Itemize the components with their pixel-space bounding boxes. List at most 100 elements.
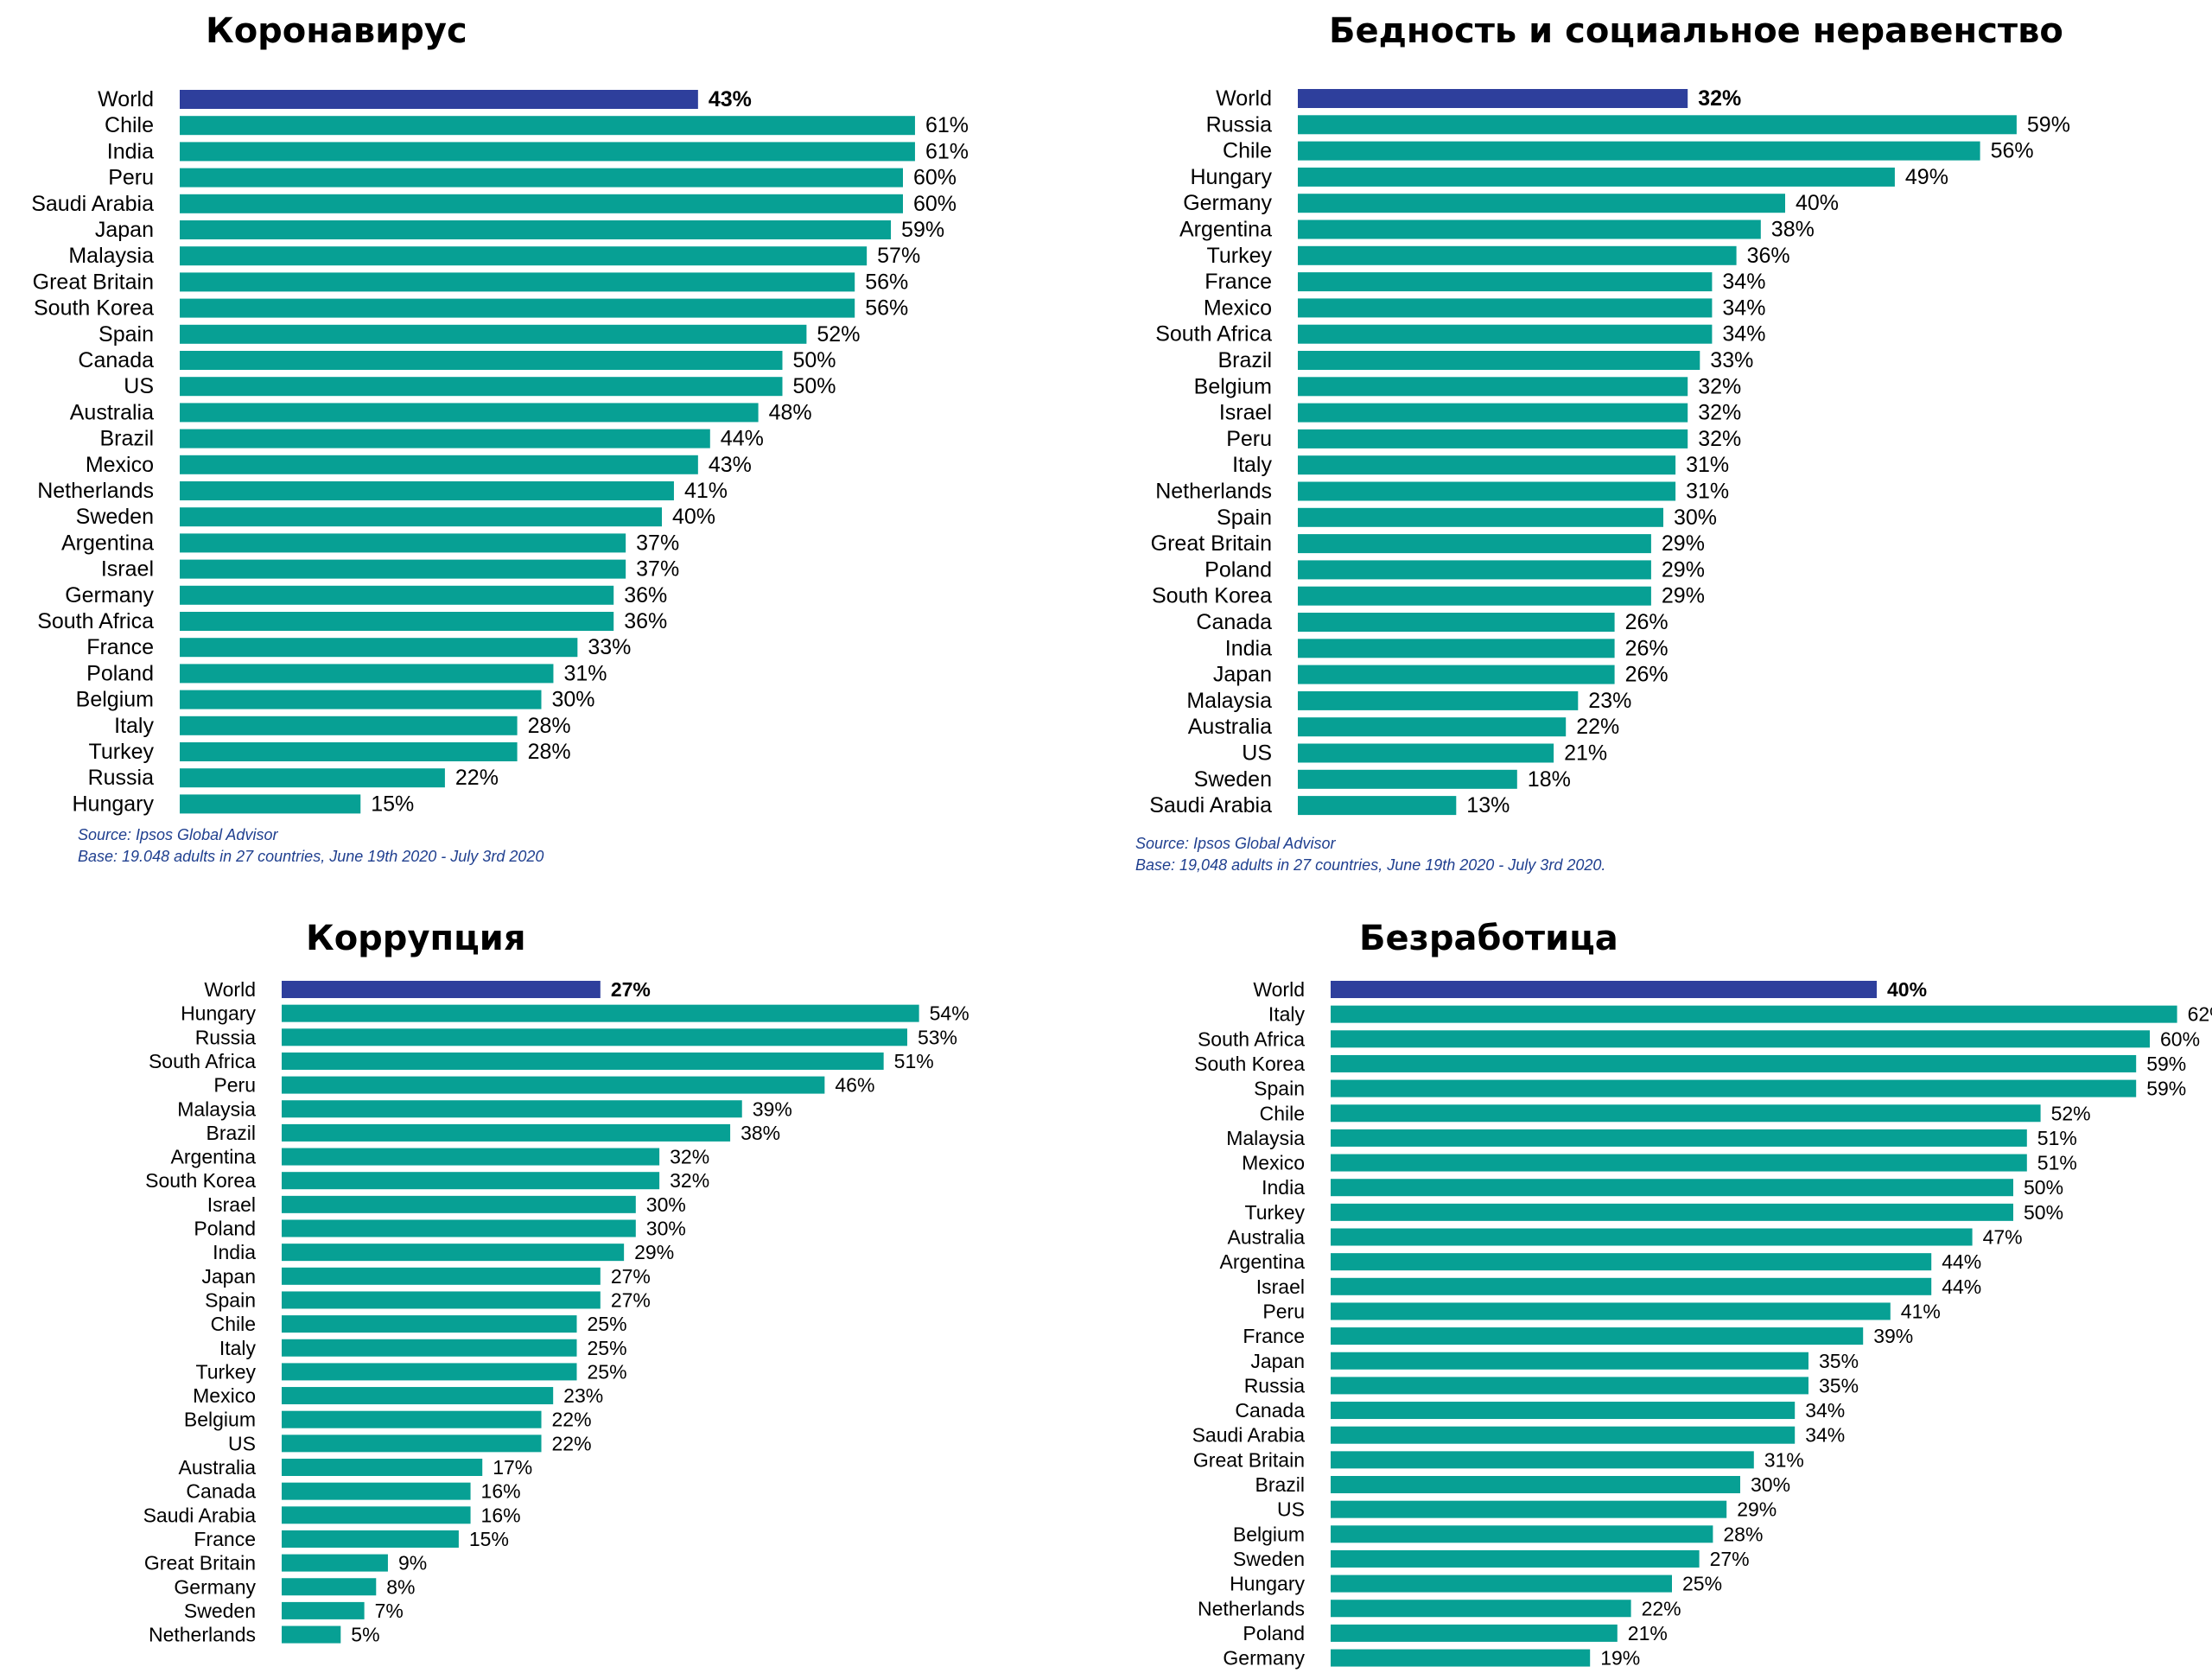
country-bar bbox=[180, 585, 614, 605]
country-bar bbox=[1331, 1549, 1700, 1568]
value-label: 27% bbox=[611, 1265, 651, 1288]
value-label: 29% bbox=[1662, 584, 1705, 608]
category-label: Italy bbox=[114, 714, 154, 738]
country-bar bbox=[1331, 1203, 2013, 1221]
value-label: 50% bbox=[2024, 1176, 2063, 1199]
country-bar bbox=[282, 1339, 577, 1357]
category-label: Israel bbox=[1219, 401, 1272, 425]
value-label: 51% bbox=[2037, 1127, 2077, 1149]
value-label: 30% bbox=[552, 688, 595, 712]
bar-chart-coronavirus: World 43% Chile 61% India 61% Peru 60% Saudi Ara… bbox=[31, 87, 969, 816]
country-bar bbox=[1331, 1352, 1808, 1370]
category-label: South Africa bbox=[37, 609, 154, 633]
country-bar bbox=[1331, 1500, 1727, 1518]
category-label: South Africa bbox=[1155, 322, 1272, 347]
country-bar bbox=[282, 1363, 577, 1381]
category-label: Mexico bbox=[86, 453, 154, 477]
category-label: Spain bbox=[205, 1288, 256, 1311]
category-label: Japan bbox=[95, 218, 154, 242]
value-label: 8% bbox=[386, 1575, 415, 1598]
category-label: Brazil bbox=[1255, 1473, 1305, 1496]
category-label: Chile bbox=[211, 1313, 256, 1335]
value-label: 50% bbox=[793, 374, 836, 398]
category-label: Germany bbox=[1183, 191, 1272, 215]
value-label: 29% bbox=[1662, 531, 1705, 556]
bar-chart-unemployment: World 40% Italy 62% South Africa 60% South Kor… bbox=[1192, 978, 2212, 1670]
value-label: 32% bbox=[1698, 427, 1741, 451]
value-label: 32% bbox=[1698, 401, 1741, 425]
category-label: France bbox=[1205, 270, 1272, 294]
value-label: 32% bbox=[670, 1146, 709, 1168]
category-label: Australia bbox=[1188, 715, 1272, 739]
country-bar bbox=[282, 1554, 388, 1572]
value-label: 22% bbox=[552, 1432, 592, 1454]
value-label: 46% bbox=[835, 1074, 874, 1097]
category-label: India bbox=[107, 139, 154, 163]
value-label: 15% bbox=[371, 792, 414, 816]
value-label: 35% bbox=[1819, 1350, 1859, 1372]
value-label: 16% bbox=[481, 1504, 521, 1526]
category-label: Argentina bbox=[1179, 218, 1272, 242]
country-bar bbox=[282, 1219, 636, 1237]
country-bar bbox=[180, 768, 445, 788]
country-bar bbox=[1298, 481, 1676, 501]
category-label: South Korea bbox=[145, 1169, 256, 1192]
country-bar bbox=[282, 1100, 742, 1118]
category-label: Malaysia bbox=[1186, 689, 1272, 713]
value-label: 31% bbox=[1686, 480, 1729, 504]
world-bar bbox=[1331, 981, 1877, 998]
value-label: 21% bbox=[1628, 1622, 1668, 1644]
country-bar bbox=[180, 324, 807, 344]
country-bar bbox=[1331, 1277, 1932, 1295]
value-label: 34% bbox=[1722, 296, 1765, 320]
category-label: Netherlands bbox=[37, 479, 154, 503]
country-bar bbox=[282, 1530, 459, 1548]
country-bar bbox=[1331, 1574, 1672, 1593]
chart-source: Source: Ipsos Global Advisor bbox=[78, 826, 278, 843]
value-label: 17% bbox=[493, 1456, 532, 1479]
value-label: 60% bbox=[913, 166, 957, 190]
category-label: Australia bbox=[1228, 1226, 1306, 1249]
value-label: 7% bbox=[375, 1600, 404, 1622]
country-bar bbox=[180, 298, 855, 318]
category-label: Turkey bbox=[89, 740, 155, 764]
value-label: 28% bbox=[528, 740, 571, 764]
category-label: Turkey bbox=[196, 1360, 257, 1383]
category-label: Spain bbox=[1254, 1078, 1305, 1100]
category-label: Saudi Arabia bbox=[143, 1504, 257, 1526]
value-label: 47% bbox=[1983, 1226, 2023, 1249]
category-label: Italy bbox=[1268, 1003, 1306, 1026]
category-label: Malaysia bbox=[177, 1097, 256, 1120]
category-label: Italy bbox=[219, 1337, 257, 1359]
category-label: Germany bbox=[1223, 1647, 1305, 1670]
category-label: Sweden bbox=[76, 505, 154, 529]
category-label: Canada bbox=[1196, 610, 1272, 634]
value-label: 43% bbox=[709, 87, 752, 111]
value-label: 56% bbox=[865, 296, 908, 321]
value-label: 28% bbox=[1723, 1523, 1763, 1545]
value-label: 56% bbox=[1991, 139, 2034, 163]
category-label: Argentina bbox=[171, 1146, 257, 1168]
value-label: 31% bbox=[563, 661, 607, 685]
country-bar bbox=[1331, 1476, 1740, 1493]
country-bar bbox=[180, 377, 783, 397]
country-bar bbox=[1298, 272, 1713, 292]
country-bar bbox=[180, 481, 674, 500]
category-label: Russia bbox=[1244, 1374, 1306, 1396]
value-label: 23% bbox=[563, 1384, 603, 1407]
value-label: 33% bbox=[1710, 348, 1753, 372]
category-label: Japan bbox=[1250, 1350, 1305, 1372]
country-bar bbox=[1331, 1054, 2137, 1072]
category-label: Hungary bbox=[73, 792, 155, 816]
country-bar bbox=[282, 1315, 577, 1333]
country-bar bbox=[1331, 1451, 1754, 1469]
category-label: Brazil bbox=[1217, 348, 1272, 372]
country-bar bbox=[282, 1291, 601, 1309]
value-label: 38% bbox=[741, 1122, 780, 1144]
category-label: Netherlands bbox=[149, 1624, 256, 1646]
country-bar bbox=[1298, 507, 1663, 527]
country-bar bbox=[1298, 665, 1615, 684]
value-label: 22% bbox=[455, 766, 499, 790]
category-label: Mexico bbox=[1204, 296, 1272, 320]
country-bar bbox=[282, 1244, 625, 1262]
